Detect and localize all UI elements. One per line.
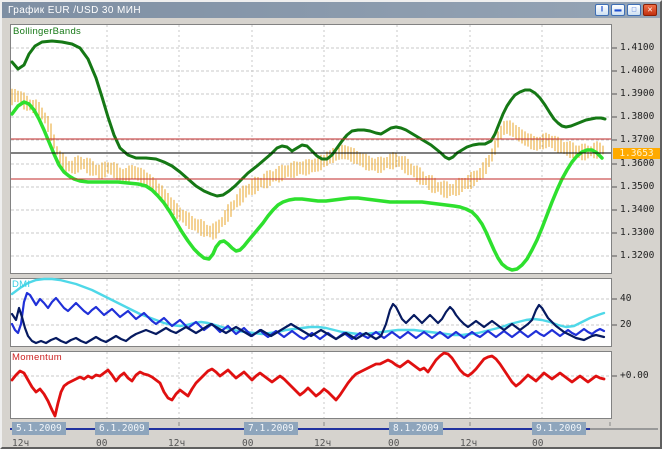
price-axis-label: 1.3700 [620, 134, 655, 145]
price-panel[interactable] [10, 24, 612, 274]
date-label: 9.1.2009 [532, 422, 586, 435]
time-label: 12ч [314, 438, 332, 449]
price-axis-label: 1.3800 [620, 111, 655, 122]
minimize-button[interactable]: ▬ [611, 4, 625, 16]
price-axis-label: 1.3400 [620, 204, 655, 215]
date-label: 6.1.2009 [95, 422, 149, 435]
dmi-label: DMI [12, 279, 31, 290]
date-label: 7.1.2009 [244, 422, 298, 435]
close-button[interactable]: × [643, 4, 657, 16]
price-axis-label: 1.3200 [620, 250, 655, 261]
momentum-panel[interactable] [10, 351, 612, 419]
time-label: 00 [532, 438, 544, 449]
window-title: График EUR /USD 30 МИН [8, 4, 141, 16]
bollinger-label: BollingerBands [13, 26, 82, 37]
title-bar[interactable]: График EUR /USD 30 МИН ‖ ▬ □ × [2, 2, 660, 18]
price-axis-label: 1.3300 [620, 227, 655, 238]
time-label: 00 [388, 438, 400, 449]
time-label: 00 [242, 438, 254, 449]
price-axis-label: 1.3600 [620, 158, 655, 169]
maximize-button[interactable]: □ [627, 4, 641, 16]
close-icon: × [647, 4, 653, 15]
dmi-axis-label: 20 [620, 319, 632, 330]
dmi-axis-label: 40 [620, 293, 632, 304]
minimize-icon: ▬ [614, 6, 622, 14]
time-label: 12ч [168, 438, 186, 449]
price-axis-label: 1.3500 [620, 181, 655, 192]
dmi-panel[interactable] [10, 278, 612, 347]
price-axis-label: 1.4100 [620, 42, 655, 53]
momentum-axis-label: +0.00 [620, 370, 649, 381]
date-label: 5.1.2009 [12, 422, 66, 435]
price-axis-label: 1.3900 [620, 88, 655, 99]
pause-button[interactable]: ‖ [595, 4, 609, 16]
price-axis: 1.4100 1.4000 1.3900 1.3800 1.3700 1.3600 1.35… [620, 2, 660, 447]
current-price-tag: 1.3653 [613, 148, 660, 159]
price-axis-label: 1.4000 [620, 65, 655, 76]
pause-icon: ‖ [600, 6, 604, 14]
date-label: 8.1.2009 [389, 422, 443, 435]
momentum-label: Momentum [12, 352, 62, 363]
time-label: 12ч [12, 438, 30, 449]
time-label: 12ч [460, 438, 478, 449]
window-controls: ‖ ▬ □ × [595, 4, 657, 16]
maximize-icon: □ [631, 6, 637, 14]
time-label: 00 [96, 438, 108, 449]
